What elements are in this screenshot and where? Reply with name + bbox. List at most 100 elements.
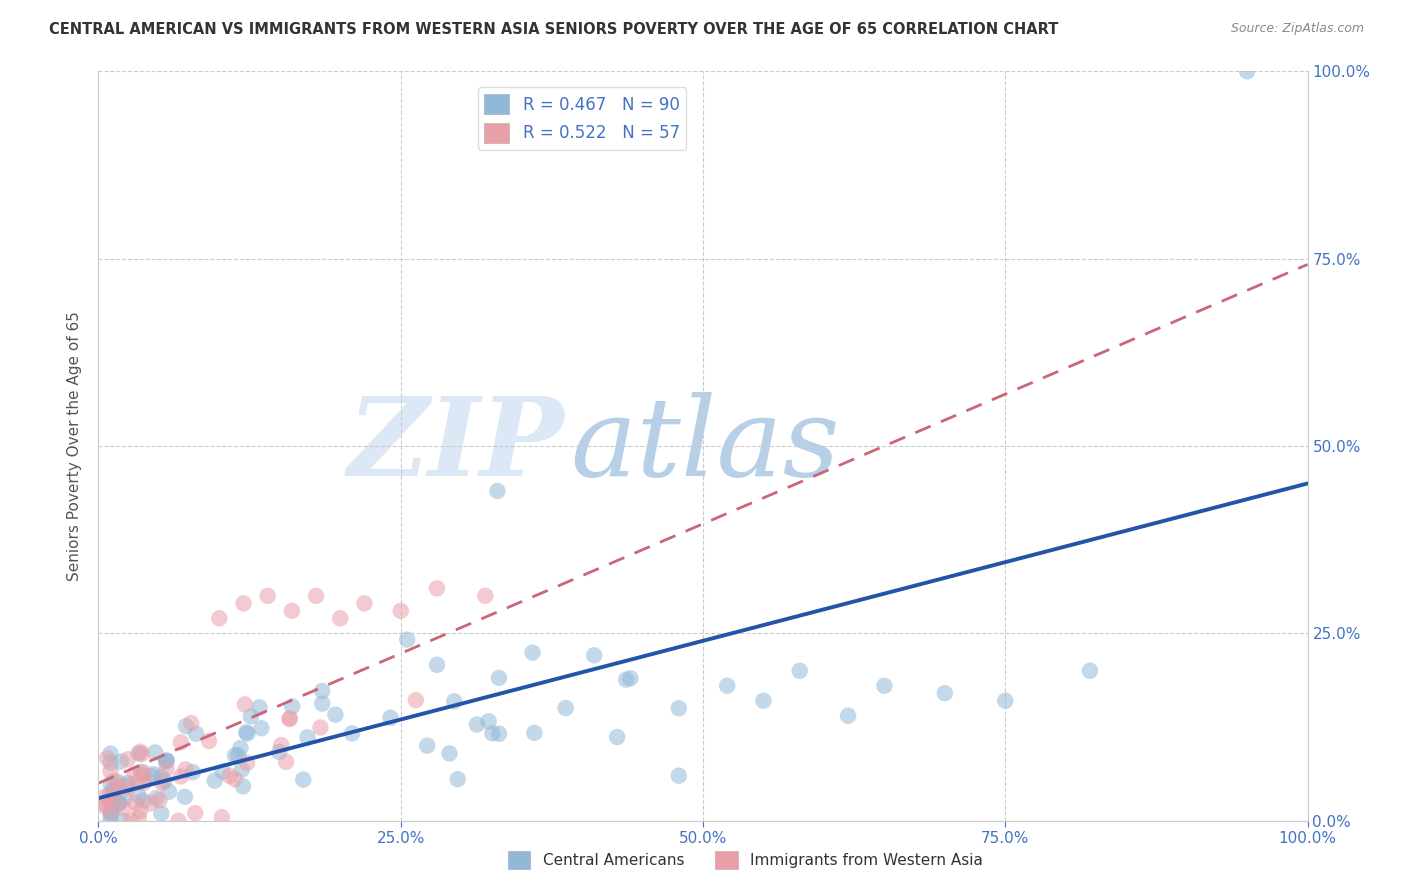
- Point: [236, 756, 259, 770]
- Point: [112, 790, 135, 805]
- Point: [276, 755, 298, 769]
- Point: [522, 646, 544, 660]
- Point: [311, 697, 333, 711]
- Point: [124, 796, 146, 810]
- Point: [132, 776, 155, 790]
- Point: [606, 730, 628, 744]
- Point: [486, 483, 509, 498]
- Point: [112, 801, 135, 815]
- Point: [100, 814, 122, 828]
- Point: [129, 804, 152, 818]
- Point: [226, 748, 249, 763]
- Point: [668, 769, 690, 783]
- Point: [107, 774, 129, 789]
- Point: [145, 791, 167, 805]
- Point: [129, 745, 152, 759]
- Point: [108, 796, 131, 810]
- Point: [340, 726, 363, 740]
- Point: [141, 769, 163, 783]
- Point: [198, 734, 221, 748]
- Point: [98, 764, 121, 778]
- Point: [139, 797, 162, 811]
- Point: [256, 589, 278, 603]
- Point: [117, 781, 139, 796]
- Text: Source: ZipAtlas.com: Source: ZipAtlas.com: [1230, 22, 1364, 36]
- Point: [269, 745, 291, 759]
- Point: [873, 679, 896, 693]
- Point: [278, 712, 301, 726]
- Point: [447, 772, 470, 787]
- Point: [100, 756, 122, 770]
- Point: [994, 694, 1017, 708]
- Point: [93, 789, 115, 804]
- Y-axis label: Seniors Poverty Over the Age of 65: Seniors Poverty Over the Age of 65: [67, 311, 83, 581]
- Point: [132, 768, 155, 782]
- Point: [278, 711, 301, 725]
- Point: [100, 805, 122, 819]
- Point: [93, 797, 115, 811]
- Point: [132, 765, 155, 780]
- Point: [443, 694, 465, 708]
- Point: [170, 735, 193, 749]
- Point: [131, 747, 153, 761]
- Point: [96, 751, 118, 765]
- Point: [142, 767, 165, 781]
- Point: [117, 778, 139, 792]
- Point: [132, 794, 155, 808]
- Point: [100, 777, 122, 791]
- Point: [128, 789, 150, 803]
- Point: [934, 686, 956, 700]
- Point: [100, 786, 122, 800]
- Point: [174, 763, 197, 777]
- Point: [112, 814, 135, 828]
- Point: [107, 796, 129, 810]
- Point: [554, 701, 576, 715]
- Point: [270, 738, 292, 752]
- Point: [231, 763, 253, 777]
- Point: [281, 699, 304, 714]
- Point: [426, 657, 449, 672]
- Point: [232, 596, 254, 610]
- Point: [668, 701, 690, 715]
- Point: [837, 708, 859, 723]
- Point: [389, 604, 412, 618]
- Point: [103, 783, 125, 797]
- Point: [292, 772, 315, 787]
- Point: [174, 789, 197, 804]
- Point: [153, 773, 176, 788]
- Point: [117, 776, 139, 790]
- Point: [156, 754, 179, 768]
- Point: [174, 719, 197, 733]
- Point: [353, 596, 375, 610]
- Point: [117, 752, 139, 766]
- Point: [100, 807, 122, 822]
- Point: [405, 693, 427, 707]
- Point: [380, 711, 402, 725]
- Point: [128, 747, 150, 761]
- Point: [481, 726, 503, 740]
- Point: [311, 684, 333, 698]
- Point: [108, 779, 131, 793]
- Point: [325, 707, 347, 722]
- Point: [250, 721, 273, 735]
- Point: [1078, 664, 1101, 678]
- Point: [170, 769, 193, 783]
- Point: [716, 679, 738, 693]
- Point: [124, 767, 146, 781]
- Point: [155, 754, 177, 768]
- Point: [93, 799, 115, 814]
- Text: atlas: atlas: [569, 392, 839, 500]
- Point: [305, 589, 328, 603]
- Point: [110, 755, 132, 769]
- Point: [309, 721, 332, 735]
- Point: [211, 810, 233, 824]
- Point: [614, 673, 637, 687]
- Point: [148, 793, 170, 807]
- Point: [236, 726, 259, 740]
- Point: [150, 770, 173, 784]
- Point: [100, 805, 122, 820]
- Point: [239, 709, 262, 723]
- Point: [235, 725, 257, 739]
- Point: [619, 671, 641, 685]
- Point: [184, 806, 207, 821]
